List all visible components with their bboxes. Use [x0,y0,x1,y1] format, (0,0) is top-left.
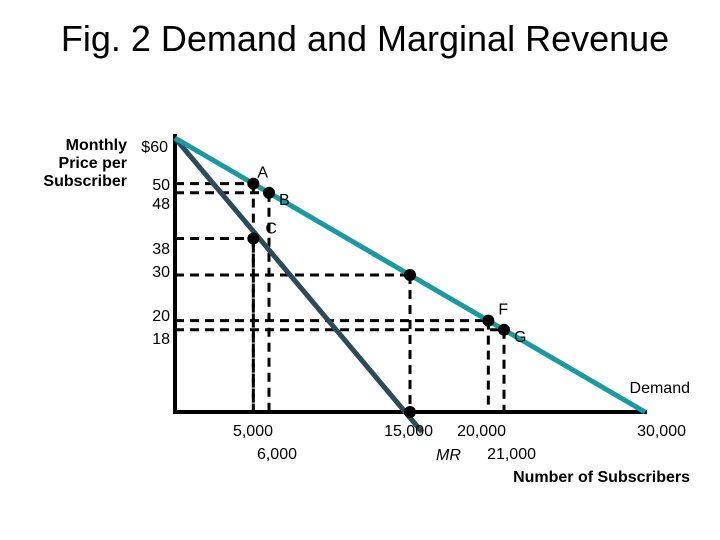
guide-lines [175,182,506,412]
y-tick-label-30: 30 [152,264,170,281]
point-label-A: A [257,165,268,182]
y-tick-label-60: $60 [141,139,168,156]
y-tick-label-48: 48 [152,196,170,213]
x-tick-label-21000: 21,000 [487,446,536,463]
x-tick-label-20000: 20,000 [457,423,506,440]
points [247,177,510,418]
x-axis-title: Number of Subscribers [513,469,690,486]
point-G [498,323,510,336]
mr-line [173,136,424,434]
point-B [263,186,275,199]
y-tick-label-38: 38 [152,241,170,258]
point-unlabeled-6 [404,406,416,418]
mr-label: MR [436,447,461,464]
point-label-B: B [279,192,290,209]
y-tick-label-18: 18 [152,331,170,348]
point-label-F: F [498,302,508,319]
x-tick-label-30000: 30,000 [637,423,686,440]
x-tick-label-6000: 6,000 [257,446,297,463]
x-tick-label-15000: 15,000 [384,423,433,440]
y-axis-title-line-0: Monthly [66,137,127,154]
point-label-C: C [265,220,277,237]
y-tick-label-50: 50 [152,177,170,194]
point-F [482,314,495,327]
point-label-G: G [514,329,526,346]
y-tick-label-20: 20 [152,308,170,325]
y-axis-title-line-1: Price per [59,155,127,172]
point-unlabeled-3 [404,269,416,281]
x-tick-label-5000: 5,000 [233,423,273,440]
chart-title: Fig. 2 Demand and Marginal Revenue [60,18,670,59]
demand-label: Demand [630,380,690,397]
y-axis-title-line-2: Subscriber [43,173,127,190]
point-A [247,177,260,190]
point-C [247,232,260,245]
